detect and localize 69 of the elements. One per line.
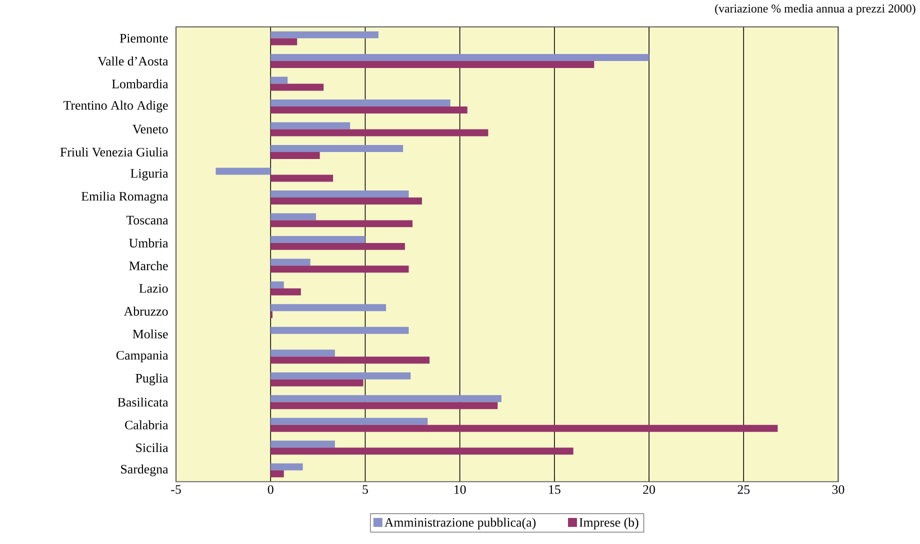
y-tick-label: Toscana	[126, 216, 168, 225]
y-tick-label: Sicilia	[136, 443, 168, 452]
chart-subtitle: (variazione % media annua a prezzi 2000)	[715, 4, 916, 16]
x-tick-label: 10	[454, 485, 466, 494]
y-tick-label: Piemonte	[120, 34, 168, 43]
bar	[270, 440, 335, 448]
bar	[270, 327, 409, 334]
bar	[270, 243, 405, 250]
bar	[270, 38, 298, 46]
y-tick-label: Emilia Romagna	[81, 192, 168, 204]
y-tick-label: Puglia	[136, 374, 168, 386]
bar	[270, 106, 468, 114]
y-tick-label: Molise	[132, 330, 168, 339]
x-tick-label: 30	[832, 485, 844, 494]
bar	[270, 236, 366, 244]
bar	[270, 258, 310, 266]
y-tick-label: Veneto	[132, 125, 168, 134]
bar	[270, 220, 413, 228]
bar	[270, 402, 498, 410]
y-tick-label: Umbria	[129, 238, 168, 248]
x-tick-label: 15	[549, 485, 560, 494]
bar	[270, 304, 386, 312]
bar	[270, 356, 430, 364]
bar	[270, 425, 778, 432]
bar	[270, 464, 303, 471]
x-tick-label: 0	[268, 485, 274, 494]
bar	[270, 174, 334, 182]
bar	[270, 152, 320, 160]
y-tick-label: Trentino Alto Adige	[63, 100, 168, 113]
y-tick-label: Sardegna	[121, 464, 168, 476]
bar	[270, 77, 288, 84]
bar	[270, 372, 411, 380]
y-tick-label: Lazio	[139, 284, 168, 293]
y-tick-label: Marche	[129, 261, 168, 270]
y-tick-label: Abruzzo	[124, 306, 168, 316]
bar	[270, 288, 301, 296]
y-tick-label: Valle d’Aosta	[98, 56, 168, 66]
bar	[270, 213, 316, 220]
y-tick-label: Lombardia	[112, 79, 168, 89]
bar	[270, 380, 364, 387]
bar	[270, 282, 284, 289]
x-tick-label: -5	[171, 485, 181, 494]
x-tick-label: 5	[362, 485, 368, 494]
bar	[270, 395, 502, 402]
bar	[216, 168, 271, 175]
bar	[270, 129, 488, 136]
bar	[270, 145, 404, 152]
bar	[270, 448, 574, 455]
x-tick-label: 20	[643, 485, 655, 494]
bar	[270, 61, 594, 68]
bar	[270, 470, 284, 478]
bar	[270, 122, 350, 130]
bar	[270, 418, 428, 426]
y-tick-label: Calabria	[125, 420, 168, 430]
bar	[270, 198, 422, 205]
bar	[270, 266, 409, 273]
legend-label: Amministrazione pubblica(a)	[384, 518, 536, 530]
bar	[270, 350, 335, 357]
y-tick-label: Basilicata	[118, 398, 168, 407]
bar	[270, 84, 324, 91]
y-tick-label: Liguria	[130, 169, 168, 181]
legend-label: Imprese (b)	[579, 518, 638, 530]
bar	[270, 32, 378, 39]
y-tick-label: Friuli Venezia Giulia	[60, 148, 168, 157]
bar	[270, 100, 450, 107]
bar	[270, 190, 409, 198]
x-tick-label: 25	[738, 485, 750, 494]
y-tick-label: Campania	[116, 351, 168, 363]
bar	[270, 54, 650, 62]
